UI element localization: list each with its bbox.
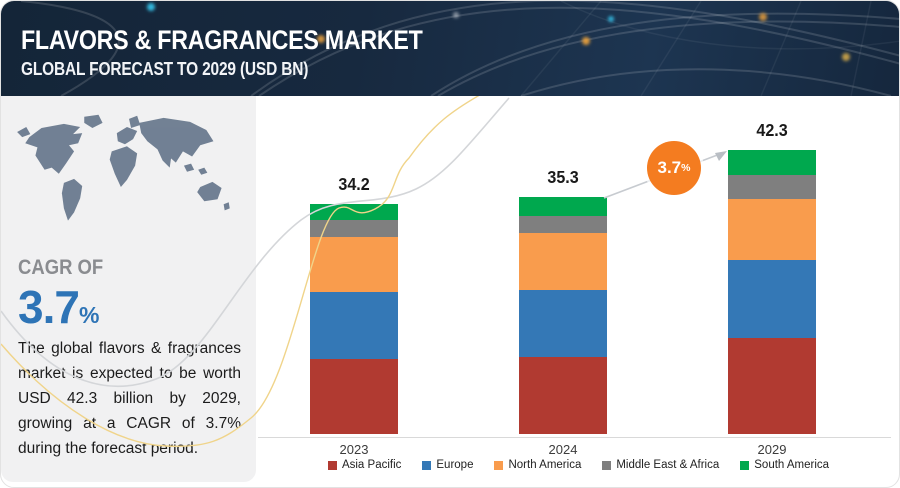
legend-marker-north-america (494, 460, 504, 470)
bar-segment-middle-east-africa[interactable] (519, 215, 607, 234)
legend-item-europe[interactable]: Europe (422, 459, 473, 471)
legend-label: Europe (436, 459, 474, 471)
bar-segment-north-america[interactable] (519, 233, 607, 291)
cagr-bubble-value: 3.7 (657, 158, 682, 177)
legend-item-middle-east-africa[interactable]: Middle East & Africa (602, 459, 719, 471)
x-axis-line (258, 437, 891, 438)
x-tick-2024: 2024 (548, 442, 578, 457)
legend-marker-europe (422, 460, 432, 470)
bar-value-2029: 42.3 (756, 119, 788, 140)
header: FLAVORS & FRAGRANCES MARKET GLOBAL FOREC… (1, 1, 899, 96)
bar-segment-south-america[interactable] (728, 149, 816, 176)
bar-segment-asia-pacific[interactable] (728, 337, 816, 434)
legend: Asia Pacific Europe North America Middle… (256, 459, 899, 471)
bar-2029[interactable]: 42.3 (728, 120, 816, 434)
legend-label: Middle East & Africa (616, 459, 720, 471)
sidebar: CAGR OF 3.7% The global flavors & fragra… (1, 96, 256, 482)
bar-segment-middle-east-africa[interactable] (728, 175, 816, 199)
bar-segment-asia-pacific[interactable] (519, 357, 607, 434)
bar-value-2024: 35.3 (547, 166, 579, 187)
market-description: The global flavors & fragrances market i… (18, 340, 241, 457)
legend-marker-middle-east-africa (602, 460, 612, 470)
cagr-bubble: 3.7% (647, 141, 701, 195)
stacked-bar-chart: 34.2 35.3 42.3 3.7% 2023 2024 2029 (256, 96, 899, 487)
legend-item-asia-pacific[interactable]: Asia Pacific (327, 459, 402, 471)
bar-segment-north-america[interactable] (310, 237, 398, 293)
bar-2024[interactable]: 35.3 (519, 167, 607, 434)
legend-label: North America (508, 459, 582, 471)
legend-item-south-america[interactable]: South America (740, 459, 829, 471)
content-area: CAGR OF 3.7% The global flavors & fragra… (1, 96, 899, 487)
bar-2023[interactable]: 34.2 (310, 174, 398, 434)
bar-value-2023: 34.2 (338, 174, 370, 195)
bar-segment-middle-east-africa[interactable] (310, 220, 398, 238)
bar-segment-asia-pacific[interactable] (310, 358, 398, 434)
bar-segment-europe[interactable] (519, 290, 607, 358)
legend-item-north-america[interactable]: North America (494, 459, 581, 471)
bar-segment-south-america[interactable] (519, 196, 607, 216)
bar-stack-2029 (728, 149, 816, 434)
bar-segment-north-america[interactable] (728, 198, 816, 260)
legend-label: Asia Pacific (341, 459, 402, 471)
legend-marker-asia-pacific (327, 460, 337, 470)
bar-segment-south-america[interactable] (310, 204, 398, 221)
cagr-bubble-unit: % (681, 162, 691, 174)
header-network-decoration (20, 1, 899, 96)
cagr-value: 3.7 (18, 281, 80, 333)
legend-marker-south-america (740, 460, 750, 470)
bar-stack-2024 (519, 196, 607, 434)
x-tick-2029: 2029 (757, 442, 787, 457)
bar-stack-2023 (310, 204, 398, 434)
bar-segment-europe[interactable] (728, 259, 816, 338)
x-tick-2023: 2023 (339, 442, 369, 457)
cagr-block: CAGR OF 3.7% (18, 256, 115, 334)
page-subtitle: GLOBAL FORECAST TO 2029 (USD BN) (21, 59, 309, 79)
world-map (11, 110, 245, 264)
cagr-unit: % (78, 302, 100, 328)
cagr-label: CAGR OF (18, 256, 104, 279)
legend-label: South America (754, 459, 830, 471)
bar-segment-europe[interactable] (310, 292, 398, 359)
page-title: FLAVORS & FRAGRANCES MARKET (21, 25, 423, 55)
